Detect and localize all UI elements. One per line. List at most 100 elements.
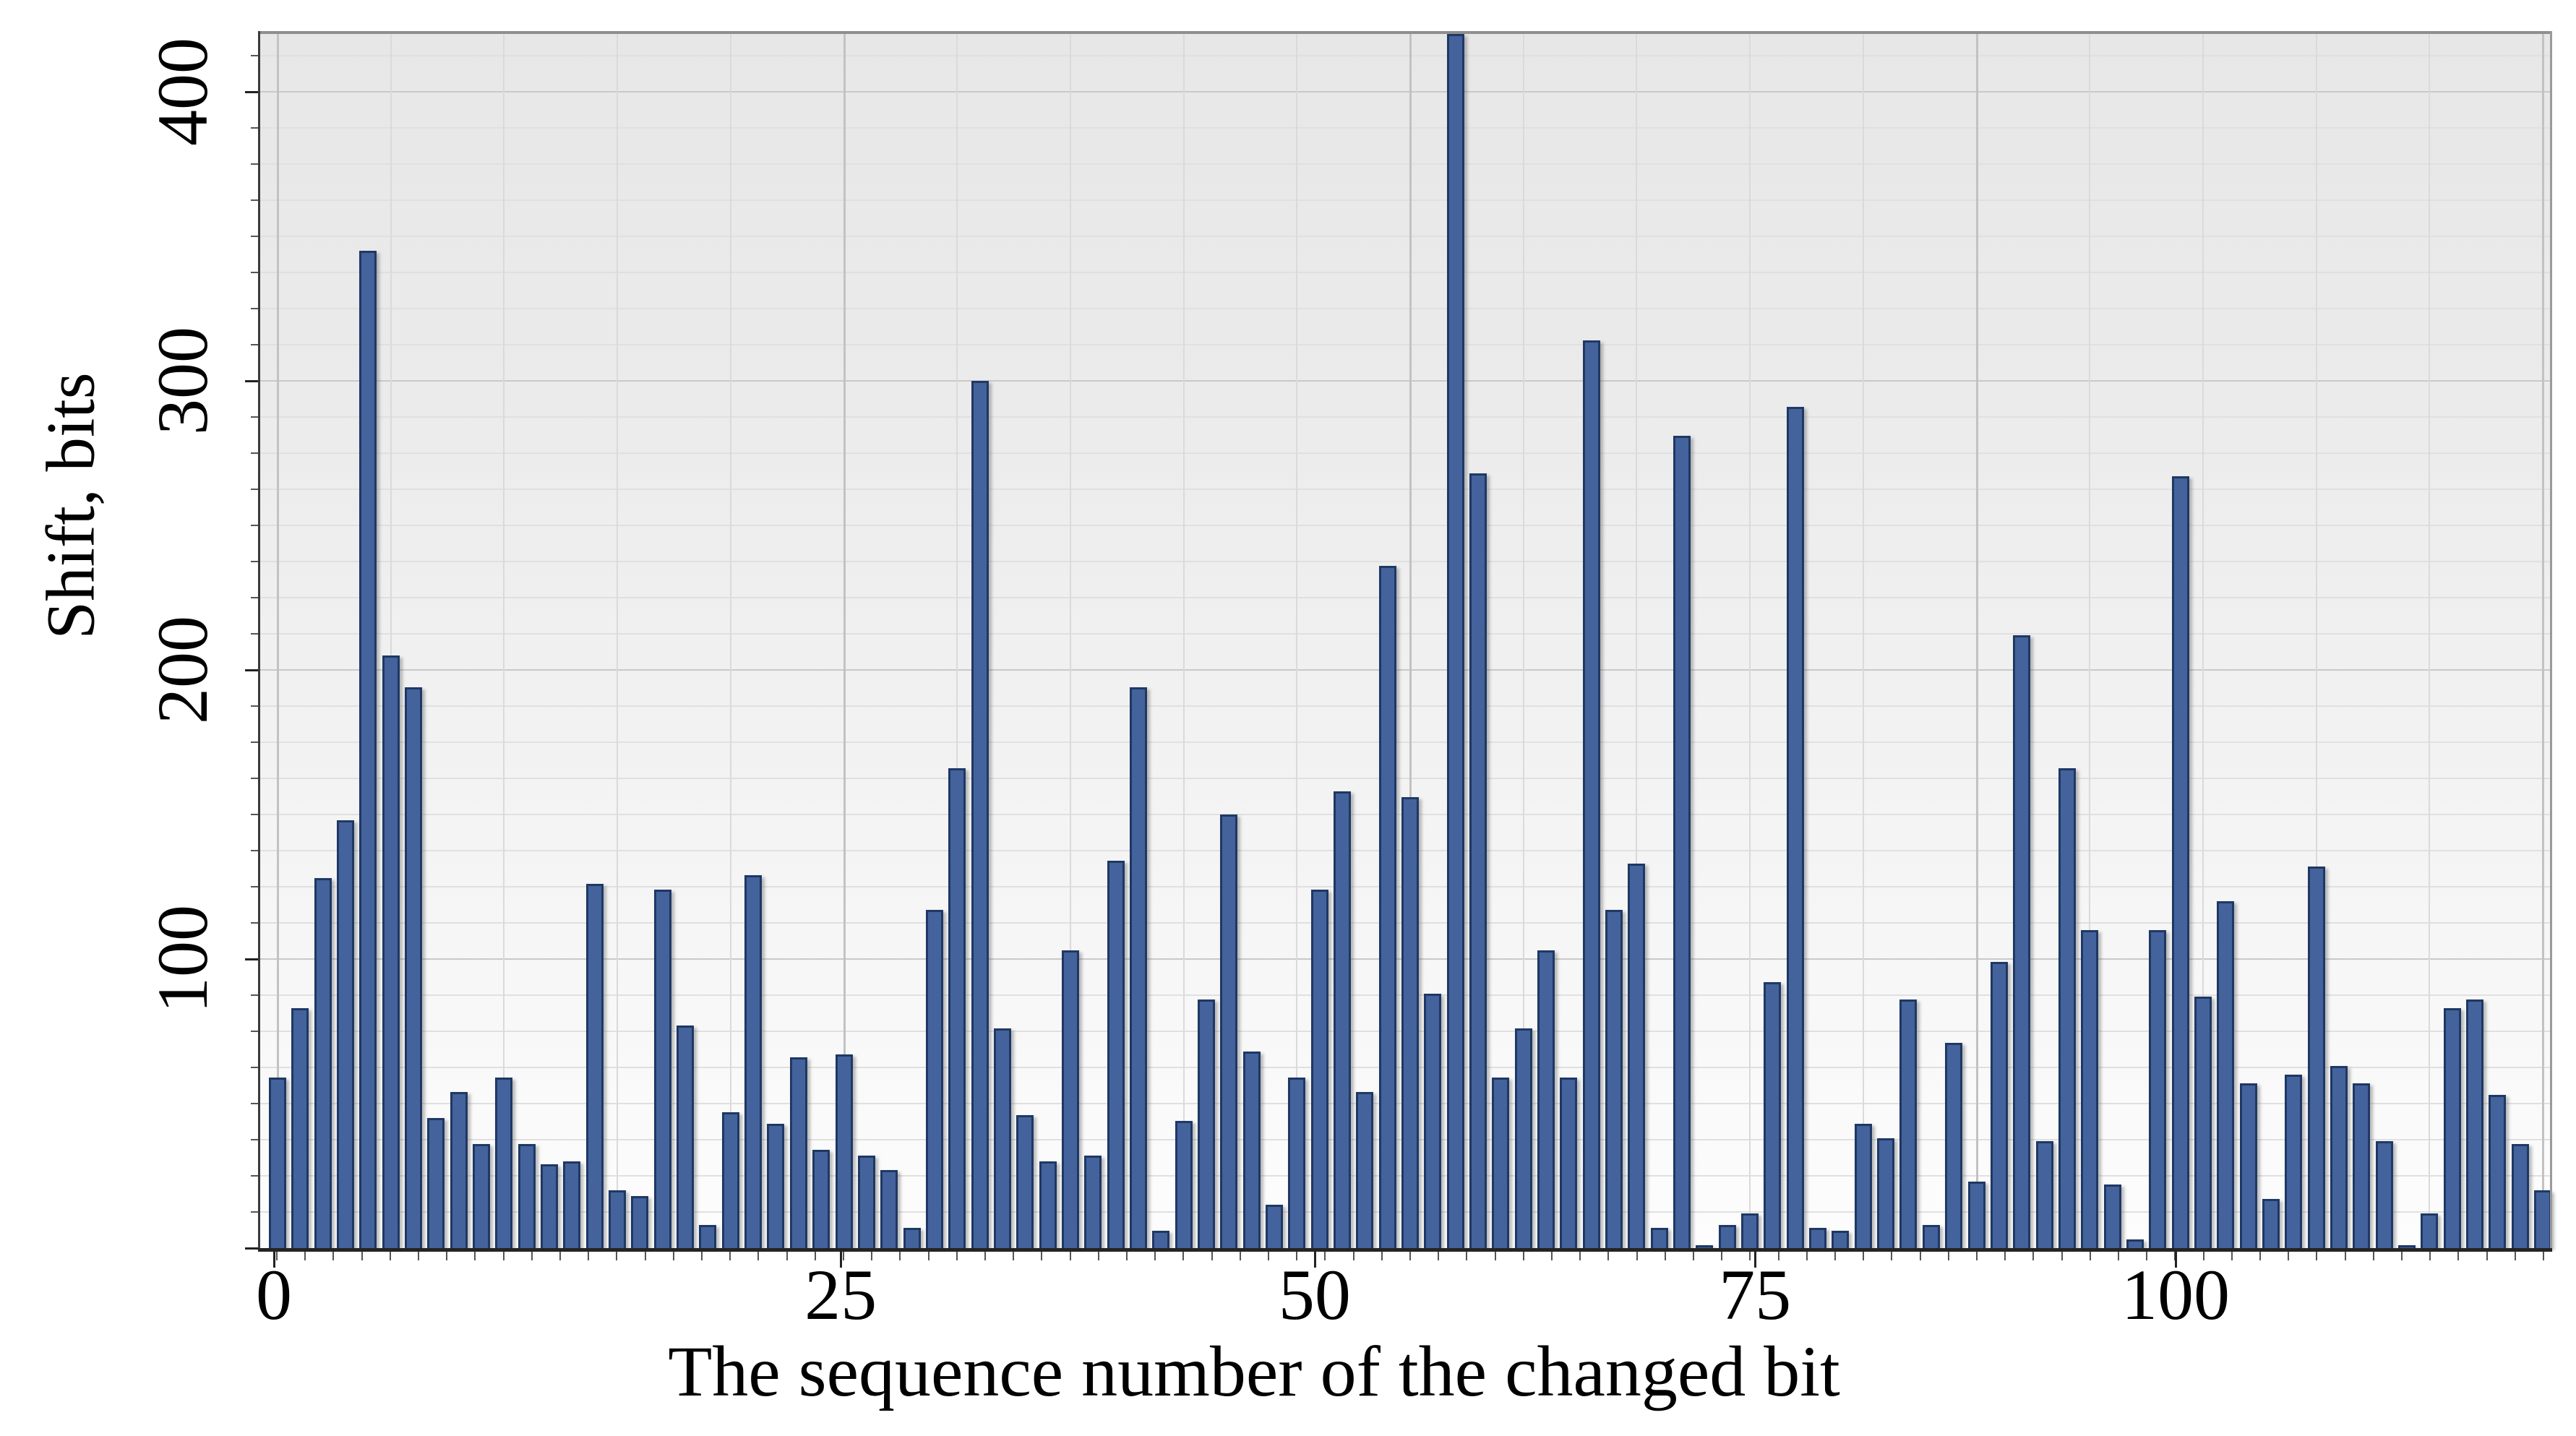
bar xyxy=(2194,997,2212,1248)
gridline-x-minor xyxy=(617,34,619,1248)
gridline-y-minor xyxy=(260,199,2550,201)
bar xyxy=(2353,1083,2371,1248)
x-tick-minor xyxy=(1041,1252,1043,1260)
gridline-x-minor xyxy=(1749,34,1751,1248)
bar xyxy=(2171,476,2189,1248)
gridline-x-major xyxy=(277,34,279,1248)
x-tick-minor xyxy=(1806,1252,1808,1260)
x-tick-major xyxy=(2175,1252,2178,1268)
x-tick-minor xyxy=(531,1252,533,1260)
bar xyxy=(767,1124,785,1248)
bar xyxy=(1673,436,1691,1248)
x-tick-minor xyxy=(1239,1252,1241,1260)
bar xyxy=(2126,1239,2144,1248)
x-tick-minor xyxy=(446,1252,448,1260)
x-tick-minor xyxy=(1749,1252,1751,1260)
x-tick-minor xyxy=(2288,1252,2290,1260)
x-tick-minor xyxy=(2486,1252,2488,1260)
bar xyxy=(2375,1141,2393,1248)
x-tick-minor xyxy=(2316,1252,2318,1260)
gridline-y-minor xyxy=(260,525,2550,526)
x-tick-minor xyxy=(389,1252,391,1260)
x-tick-minor xyxy=(814,1252,816,1260)
x-tick-minor xyxy=(1919,1252,1921,1260)
y-tick-minor xyxy=(251,1175,258,1177)
bar xyxy=(1242,1052,1261,1248)
x-tick-major xyxy=(1754,1252,1757,1268)
gridline-y-minor xyxy=(260,597,2550,598)
bar xyxy=(1514,1028,1532,1248)
bar xyxy=(2262,1199,2280,1248)
bar xyxy=(2307,867,2325,1248)
x-tick-minor xyxy=(956,1252,958,1260)
bar xyxy=(1922,1225,1940,1248)
x-tick-label: 25 xyxy=(804,1255,877,1335)
x-tick-label: 50 xyxy=(1278,1255,1351,1335)
x-tick-minor xyxy=(2231,1252,2233,1260)
x-axis-title: The sequence number of the changed bit xyxy=(668,1331,1840,1411)
x-tick-minor xyxy=(1409,1252,1411,1260)
gridline-x-major xyxy=(1409,34,1412,1248)
x-tick-label: 100 xyxy=(2121,1255,2231,1335)
x-tick-minor xyxy=(1324,1252,1326,1260)
x-tick-minor xyxy=(1976,1252,1978,1260)
gridline-x-minor xyxy=(1522,34,1524,1248)
y-tick-minor xyxy=(251,597,258,598)
bar xyxy=(2489,1095,2507,1248)
bar xyxy=(653,890,671,1248)
bar xyxy=(1469,473,1487,1248)
y-tick-minor xyxy=(251,994,258,996)
x-tick-minor xyxy=(1607,1252,1610,1260)
bar xyxy=(1310,890,1328,1248)
bar xyxy=(427,1118,445,1248)
gridline-x-major xyxy=(843,34,846,1248)
gridline-y-minor xyxy=(260,633,2550,635)
bar xyxy=(359,251,377,1248)
x-tick-minor xyxy=(2401,1252,2403,1260)
bar xyxy=(1288,1078,1306,1248)
gridline-y-minor xyxy=(260,561,2550,562)
x-tick-minor xyxy=(1268,1252,1269,1260)
bar xyxy=(1401,797,1419,1248)
bar xyxy=(1378,566,1396,1248)
y-tick-minor xyxy=(251,850,258,851)
bar xyxy=(2511,1144,2529,1248)
y-tick-minor xyxy=(251,741,258,743)
gridline-y-minor xyxy=(260,127,2550,129)
bar xyxy=(2421,1213,2439,1248)
x-tick-minor xyxy=(1693,1252,1694,1260)
bar xyxy=(585,884,604,1248)
x-tick-minor xyxy=(786,1252,788,1260)
bar xyxy=(1696,1245,1714,1248)
x-tick-minor xyxy=(2429,1252,2431,1260)
bar xyxy=(1582,340,1600,1248)
y-tick-minor xyxy=(251,308,258,309)
x-tick-minor xyxy=(1381,1252,1383,1260)
bar xyxy=(314,878,332,1248)
bar xyxy=(609,1190,627,1248)
bar xyxy=(473,1144,491,1248)
x-tick-minor xyxy=(1097,1252,1099,1260)
y-tick-minor xyxy=(251,272,258,273)
bar xyxy=(1967,1182,1985,1248)
y-tick-minor xyxy=(251,1103,258,1104)
plot-area xyxy=(260,34,2551,1248)
bar xyxy=(1650,1228,1668,1248)
y-tick-minor xyxy=(251,489,258,490)
x-tick-minor xyxy=(361,1252,363,1260)
bar xyxy=(993,1028,1011,1248)
bar xyxy=(563,1161,581,1248)
gridline-y-minor xyxy=(260,489,2550,490)
x-tick-minor xyxy=(1891,1252,1893,1260)
y-tick-minor xyxy=(251,525,258,526)
bar xyxy=(2013,635,2031,1248)
bar xyxy=(2149,930,2167,1248)
bar xyxy=(1424,994,1442,1248)
x-tick-minor xyxy=(1777,1252,1779,1260)
y-tick-minor xyxy=(251,236,258,237)
bar xyxy=(1220,814,1238,1248)
y-tick-label: 100 xyxy=(142,905,223,1013)
bar xyxy=(2081,930,2099,1248)
plot-border-right xyxy=(2550,31,2552,1248)
bar xyxy=(880,1170,898,1248)
